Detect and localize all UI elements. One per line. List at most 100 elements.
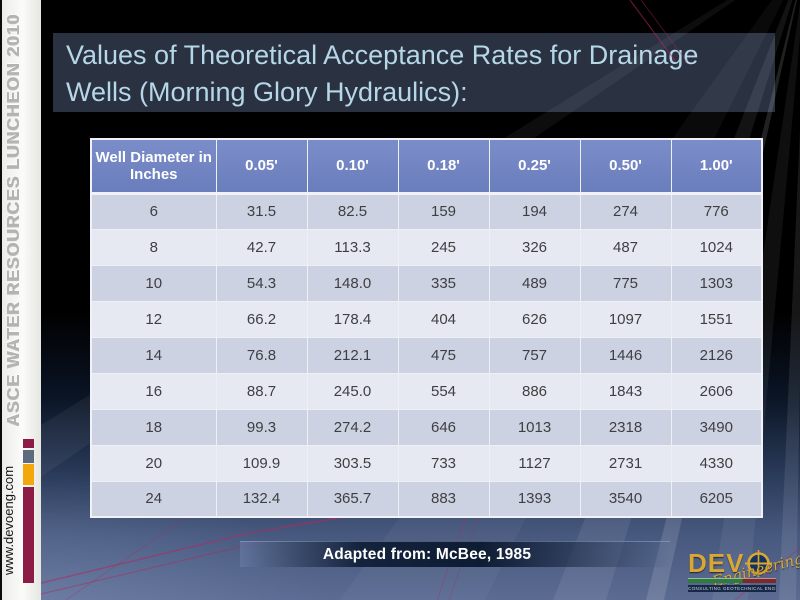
rate-value-cell: 3540: [579, 480, 672, 518]
rate-value-cell: 1127: [488, 444, 581, 482]
slide-title: Values of Theoretical Acceptance Rates f…: [53, 33, 775, 111]
rate-value-cell: 88.7: [215, 372, 308, 410]
rate-value-cell: 245: [397, 228, 490, 266]
table-row: 16 88.7 245.0 554 886 1843 2606: [90, 372, 763, 410]
column-header: 0.25': [488, 138, 581, 195]
rate-value-cell: 82.5: [306, 192, 399, 230]
logo-wordmark: DEV: [688, 548, 773, 579]
rate-value-cell: 2126: [670, 336, 763, 374]
well-diameter-cell: 12: [90, 300, 217, 338]
rate-value-cell: 4330: [670, 444, 763, 482]
devo-logo: DEV Engineering CONSULTING GEOTECHNICAL …: [687, 548, 800, 596]
rate-value-cell: 2731: [579, 444, 672, 482]
rate-value-cell: 1097: [579, 300, 672, 338]
rate-value-cell: 326: [488, 228, 581, 266]
rate-value-cell: 99.3: [215, 408, 308, 446]
light-streak: [779, 129, 800, 600]
rate-value-cell: 54.3: [215, 264, 308, 302]
slide-title-line1: Values of Theoretical Acceptance Rates f…: [66, 40, 699, 70]
rate-value-cell: 194: [488, 192, 581, 230]
rate-value-cell: 31.5: [215, 192, 308, 230]
table-header: Well Diameter in Inches 0.05' 0.10' 0.18' 0.…: [90, 138, 763, 195]
logo-color-stripe: [688, 578, 776, 583]
table-row: 14 76.8 212.1 475 757 1446 2126: [90, 336, 763, 374]
rate-value-cell: 245.0: [306, 372, 399, 410]
rate-value-cell: 2318: [579, 408, 672, 446]
logo-tagline: CONSULTING GEOTECHNICAL ENGINEERS: [688, 585, 776, 592]
rate-value-cell: 212.1: [306, 336, 399, 374]
rate-value-cell: 475: [397, 336, 490, 374]
title-band: Values of Theoretical Acceptance Rates f…: [53, 33, 775, 112]
rate-value-cell: 883: [397, 480, 490, 518]
website-vertical-text: www.devoeng.com: [1, 465, 16, 575]
rate-value-cell: 42.7: [215, 228, 308, 266]
well-diameter-cell: 20: [90, 444, 217, 482]
rate-value-cell: 487: [579, 228, 672, 266]
sidebar: ASCE WATER RESOURCES LUNCHEON 2010 www.d…: [0, 0, 41, 600]
rate-value-cell: 159: [397, 192, 490, 230]
table-row: 20 109.9 303.5 733 1127 2731 4330: [90, 444, 763, 482]
rate-value-cell: 6205: [670, 480, 763, 518]
rate-value-cell: 733: [397, 444, 490, 482]
table-row: 6 31.5 82.5 159 194 274 776: [90, 192, 763, 230]
accent-segment-orange: [23, 464, 34, 485]
table-row: 18 99.3 274.2 646 1013 2318 3490: [90, 408, 763, 446]
rate-value-cell: 148.0: [306, 264, 399, 302]
rate-value-cell: 1843: [579, 372, 672, 410]
column-header: 0.05': [215, 138, 308, 195]
well-diameter-cell: 6: [90, 192, 217, 230]
rate-value-cell: 626: [488, 300, 581, 338]
rate-value-cell: 776: [670, 192, 763, 230]
acceptance-rates-table: Well Diameter in Inches 0.05' 0.10' 0.18' 0.…: [90, 138, 763, 518]
rate-value-cell: 178.4: [306, 300, 399, 338]
caption-band: Adapted from: McBee, 1985: [240, 541, 670, 567]
column-header: 0.18': [397, 138, 490, 195]
well-diameter-cell: 16: [90, 372, 217, 410]
table-header-row: Well Diameter in Inches 0.05' 0.10' 0.18' 0.…: [90, 138, 763, 195]
rate-value-cell: 489: [488, 264, 581, 302]
column-header: 0.50': [579, 138, 672, 195]
accent-color-bar: [23, 439, 34, 583]
table-row: 8 42.7 113.3 245 326 487 1024: [90, 228, 763, 266]
rate-value-cell: 1446: [579, 336, 672, 374]
rate-value-cell: 1013: [488, 408, 581, 446]
event-title-vertical-text: ASCE WATER RESOURCES LUNCHEON 2010: [3, 13, 23, 427]
well-diameter-cell: 8: [90, 228, 217, 266]
rate-value-cell: 365.7: [306, 480, 399, 518]
well-diameter-cell: 24: [90, 480, 217, 518]
rate-value-cell: 303.5: [306, 444, 399, 482]
table-body: 6 31.5 82.5 159 194 274 776 8 42.7 113.3 245 326 487…: [90, 192, 763, 518]
rate-value-cell: 554: [397, 372, 490, 410]
column-header: 0.10': [306, 138, 399, 195]
rate-value-cell: 132.4: [215, 480, 308, 518]
rate-value-cell: 66.2: [215, 300, 308, 338]
accent-segment-maroon-long: [23, 487, 34, 583]
rate-value-cell: 646: [397, 408, 490, 446]
rate-value-cell: 274: [579, 192, 672, 230]
rate-value-cell: 2606: [670, 372, 763, 410]
logo-wordmark-text: DEV: [688, 548, 745, 578]
rate-value-cell: 3490: [670, 408, 763, 446]
rate-value-cell: 404: [397, 300, 490, 338]
table-row: 12 66.2 178.4 404 626 1097 1551: [90, 300, 763, 338]
well-diameter-cell: 14: [90, 336, 217, 374]
rate-value-cell: 1393: [488, 480, 581, 518]
rate-value-cell: 113.3: [306, 228, 399, 266]
accent-segment-maroon: [23, 439, 34, 448]
rate-value-cell: 886: [488, 372, 581, 410]
target-circle-icon: [745, 550, 773, 577]
rate-value-cell: 76.8: [215, 336, 308, 374]
table-row: 10 54.3 148.0 335 489 775 1303: [90, 264, 763, 302]
well-diameter-cell: 18: [90, 408, 217, 446]
column-header: 1.00': [670, 138, 763, 195]
column-header-well-diameter: Well Diameter in Inches: [90, 138, 217, 195]
accent-segment-slate: [23, 450, 34, 463]
rate-value-cell: 274.2: [306, 408, 399, 446]
well-diameter-cell: 10: [90, 264, 217, 302]
rate-value-cell: 1303: [670, 264, 763, 302]
source-caption: Adapted from: McBee, 1985: [322, 545, 532, 563]
rate-value-cell: 109.9: [215, 444, 308, 482]
rate-value-cell: 775: [579, 264, 672, 302]
table-row: 24 132.4 365.7 883 1393 3540 6205: [90, 480, 763, 518]
